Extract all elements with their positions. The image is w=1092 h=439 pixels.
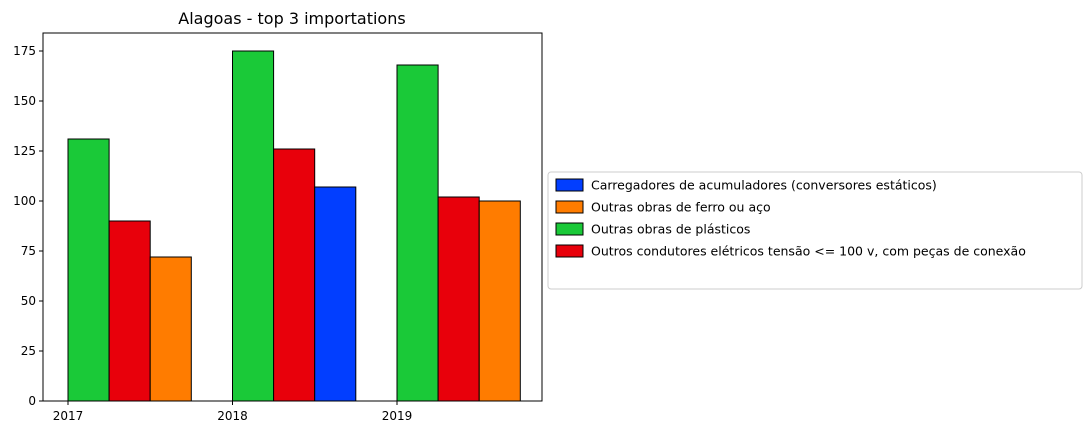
bar-2018-carregadores-de-acumuladores-c: [314, 186, 357, 402]
legend-label: Carregadores de acumuladores (conversore…: [591, 178, 937, 193]
y-tick-label: 0: [28, 394, 36, 408]
y-tick-label: 25: [21, 344, 36, 358]
bar-2019-outras-obras-de-plasticos: [396, 64, 439, 402]
bar-2018-outras-obras-de-plasticos: [232, 50, 275, 402]
y-tick-label: 75: [21, 244, 36, 258]
x-tick-label: 2017: [53, 409, 84, 423]
bar-2017-outros-condutores-eletricos-te: [108, 220, 151, 402]
bar-2017-outras-obras-de-ferro-ou-aco: [149, 256, 192, 402]
y-tick-label: 125: [13, 144, 36, 158]
legend: Carregadores de acumuladores (conversore…: [547, 171, 1083, 290]
x-tick-label: 2018: [217, 409, 248, 423]
y-tick-label: 50: [21, 294, 36, 308]
legend-label: Outras obras de ferro ou aço: [591, 200, 771, 215]
x-tick-label: 2019: [382, 409, 413, 423]
y-tick-label: 150: [13, 94, 36, 108]
y-tick-label: 175: [13, 44, 36, 58]
bar-2019-outras-obras-de-ferro-ou-aco: [478, 200, 521, 402]
plot-area: 0 25 50 75 100 125 150 175 2017 2018 2019: [13, 32, 543, 423]
legend-label: Outros condutores elétricos tensão <= 10…: [591, 244, 1026, 259]
axes-frame: [42, 32, 543, 402]
legend-swatch-outras-obras-de-plasticos: [555, 222, 584, 236]
legend-swatch-outros-condutores-eletricos-te: [555, 244, 584, 258]
legend-swatch-carregadores-de-acumuladores-c: [555, 178, 584, 192]
bar-2017-outras-obras-de-plasticos: [67, 138, 110, 402]
y-tick-label: 100: [13, 194, 36, 208]
legend-swatch-outras-obras-de-ferro-ou-aco: [555, 200, 584, 214]
legend-label: Outras obras de plásticos: [591, 222, 750, 237]
chart-title: Alagoas - top 3 importations: [178, 9, 405, 28]
bar-2019-outros-condutores-eletricos-te: [437, 196, 480, 402]
bar-2018-outros-condutores-eletricos-te: [273, 148, 316, 402]
legend-box: [547, 171, 1083, 290]
